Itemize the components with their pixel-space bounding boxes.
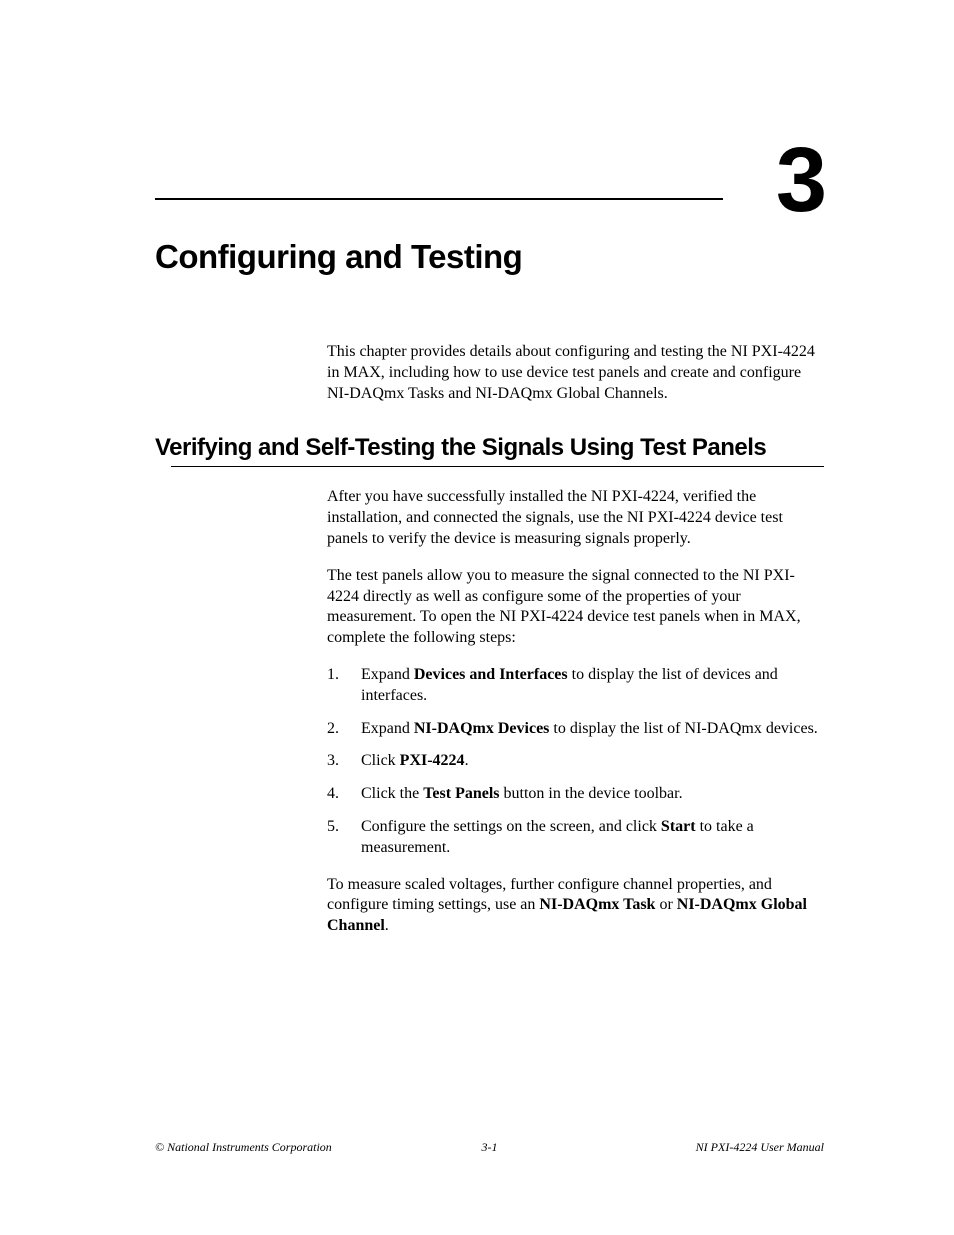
- step-number: 3.: [327, 751, 339, 772]
- body-paragraph-3: To measure scaled voltages, further conf…: [327, 875, 824, 937]
- step-text-pre: Configure the settings on the screen, an…: [361, 818, 661, 835]
- step-item: 3. Click PXI-4224.: [327, 751, 824, 772]
- step-text-bold: Devices and Interfaces: [414, 666, 568, 683]
- body-paragraph-1: After you have successfully installed th…: [327, 487, 824, 549]
- chapter-number: 3: [776, 128, 824, 233]
- page-content: 3 Configuring and Testing This chapter p…: [0, 0, 954, 937]
- para3-mid: or: [655, 896, 676, 913]
- step-number: 2.: [327, 719, 339, 740]
- intro-paragraph: This chapter provides details about conf…: [327, 342, 824, 404]
- step-text-bold: NI-DAQmx Devices: [414, 720, 550, 737]
- step-text-pre: Click: [361, 752, 400, 769]
- step-number: 5.: [327, 817, 339, 838]
- step-item: 2. Expand NI-DAQmx Devices to display the…: [327, 719, 824, 740]
- step-text-bold: Start: [661, 818, 696, 835]
- steps-list: 1. Expand Devices and Interfaces to displ…: [327, 665, 824, 859]
- page-footer: © National Instruments Corporation 3-1 N…: [155, 1140, 824, 1155]
- step-item: 1.Expand Devices and Interfaces to displ…: [327, 665, 824, 707]
- step-text-bold: PXI-4224: [400, 752, 465, 769]
- section-rule: [171, 466, 824, 467]
- step-item: 4. Click the Test Panels button in the de…: [327, 784, 824, 805]
- step-text-post: button in the device toolbar.: [500, 785, 683, 802]
- step-number: 1.: [327, 665, 339, 686]
- footer-manual-title: NI PXI-4224 User Manual: [696, 1140, 824, 1155]
- step-item: 5. Configure the settings on the screen, …: [327, 817, 824, 859]
- para3-bold1: NI-DAQmx Task: [539, 896, 655, 913]
- step-text-pre: Expand: [361, 666, 414, 683]
- footer-copyright: © National Instruments Corporation: [155, 1140, 332, 1155]
- chapter-rule: [155, 198, 723, 200]
- step-text-post: .: [465, 752, 469, 769]
- para3-post: .: [385, 917, 389, 934]
- footer-page-number: 3-1: [482, 1140, 498, 1155]
- step-text-pre: Expand: [361, 720, 414, 737]
- step-text-bold: Test Panels: [423, 785, 499, 802]
- step-number: 4.: [327, 784, 339, 805]
- body-paragraph-2: The test panels allow you to measure the…: [327, 566, 824, 649]
- step-text-pre: Click the: [361, 785, 423, 802]
- step-text-post: to display the list of NI-DAQmx devices.: [549, 720, 817, 737]
- chapter-title: Configuring and Testing: [155, 238, 824, 276]
- section-title: Verifying and Self-Testing the Signals U…: [155, 434, 824, 462]
